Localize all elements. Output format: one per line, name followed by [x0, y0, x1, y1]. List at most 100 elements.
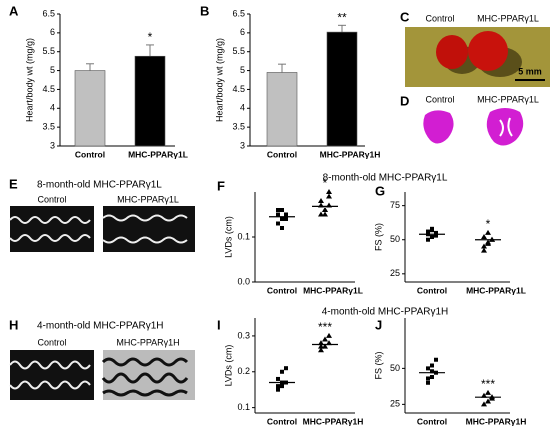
data-point — [426, 380, 430, 385]
image-label: Control — [37, 337, 66, 347]
data-point — [434, 230, 438, 235]
y-tick-label: 6.5 — [42, 8, 55, 18]
data-point — [276, 387, 280, 392]
data-point — [284, 212, 288, 217]
data-point — [485, 240, 491, 246]
y-tick-label: 4.5 — [232, 84, 245, 94]
x-tick-label: Control — [267, 285, 297, 295]
panel-letter: G — [375, 183, 385, 198]
panel-letter: H — [9, 317, 18, 332]
panel-letter: C — [400, 9, 410, 24]
significance: ** — [337, 10, 347, 24]
image-title: 8-month-old MHC-PPARγ1L — [37, 180, 162, 191]
significance: * — [148, 30, 153, 44]
data-point — [426, 366, 430, 371]
panel-letter: I — [217, 317, 221, 332]
y-tick-label: 3 — [240, 140, 245, 150]
y-axis-label: Heart/body wt (mg/g) — [214, 38, 224, 122]
data-point — [430, 363, 434, 368]
data-point — [434, 233, 438, 238]
data-point — [280, 217, 284, 221]
data-point — [284, 217, 288, 221]
data-point — [318, 211, 324, 217]
data-point — [485, 398, 491, 404]
echo-image — [10, 206, 94, 252]
panel-letter: D — [400, 93, 409, 108]
y-tick-label: 50 — [390, 363, 400, 373]
data-point — [426, 376, 430, 381]
data-point — [276, 221, 280, 226]
data-point — [430, 228, 434, 233]
y-tick-label: 6 — [50, 27, 55, 37]
heart — [436, 35, 468, 69]
data-point — [481, 243, 487, 249]
significance: * — [486, 217, 491, 231]
panel-letter: J — [375, 317, 382, 332]
data-point — [326, 332, 332, 338]
y-tick-label: 3 — [50, 140, 55, 150]
data-point — [280, 369, 284, 374]
data-point — [481, 401, 487, 407]
data-point — [276, 376, 280, 381]
y-axis-label: LVDs (cm) — [223, 345, 233, 387]
y-tick-label: 0.2 — [237, 366, 250, 376]
image-label: Control — [37, 194, 66, 204]
data-point — [322, 211, 328, 217]
y-axis-label: LVDs (cm) — [223, 216, 233, 258]
panel-letter: A — [9, 3, 19, 18]
data-point — [430, 235, 434, 239]
significance: * — [323, 176, 328, 190]
x-tick-label: Control — [75, 149, 105, 159]
echo-trace — [101, 357, 189, 397]
x-tick-label: MHC-PPARγ1H — [466, 416, 527, 426]
y-tick-label: 5 — [50, 65, 55, 75]
data-point — [280, 384, 284, 389]
chart-title: 4-month-old MHC-PPARγ1H — [322, 307, 449, 318]
panel-letter: F — [217, 178, 225, 193]
data-point — [481, 247, 487, 253]
y-axis-label: FS (%) — [373, 223, 383, 251]
scale-label: 5 mm — [518, 66, 542, 76]
data-point — [426, 237, 430, 242]
y-tick-label: 6 — [240, 27, 245, 37]
y-tick-label: 25 — [390, 268, 400, 278]
bar — [266, 72, 298, 147]
panel-letter: E — [9, 176, 18, 191]
data-point — [318, 343, 324, 349]
x-tick-label: Control — [267, 416, 297, 426]
y-tick-label: 4 — [240, 103, 245, 113]
y-tick-label: 5 — [240, 65, 245, 75]
data-point — [318, 347, 324, 353]
data-point — [280, 226, 284, 230]
bar — [134, 55, 166, 147]
echo-image — [103, 206, 195, 252]
image-label: MHC-PPARγ1L — [477, 13, 539, 23]
image-title: 4-month-old MHC-PPARγ1H — [37, 321, 164, 332]
data-point — [276, 212, 280, 217]
data-point — [280, 208, 284, 212]
data-point — [322, 336, 328, 342]
y-tick-label: 0.1 — [237, 402, 250, 412]
x-tick-label: MHC-PPARγ1L — [128, 149, 188, 159]
y-tick-label: 0.1 — [237, 231, 250, 241]
y-axis-label: FS (%) — [373, 351, 383, 379]
y-tick-label: 4.5 — [42, 84, 55, 94]
x-tick-label: MHC-PPARγ1L — [466, 285, 526, 295]
data-point — [326, 189, 332, 194]
data-point — [318, 198, 324, 203]
echo-trace — [9, 360, 91, 390]
data-point — [326, 193, 332, 199]
significance: *** — [318, 320, 332, 334]
x-tick-label: MHC-PPARγ1H — [320, 149, 381, 159]
bar — [74, 70, 106, 147]
x-tick-label: Control — [417, 416, 447, 426]
data-point — [481, 392, 487, 398]
bar — [326, 31, 358, 147]
data-point — [284, 366, 288, 371]
panel-letter: B — [200, 3, 209, 18]
data-point — [430, 375, 434, 380]
image-label: Control — [425, 13, 454, 23]
y-tick-label: 50 — [390, 234, 400, 244]
data-point — [434, 357, 438, 362]
